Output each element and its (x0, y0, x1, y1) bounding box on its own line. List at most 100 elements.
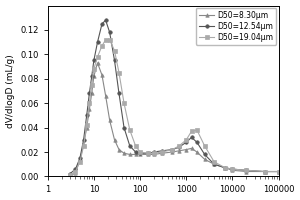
D50=19.04μm (134, 145, 137, 147)
D50=19.04μm (113, 50, 116, 52)
Line: D50=19.04μm: D50=19.04μm (68, 38, 281, 177)
D50=19.04μm (231, 168, 234, 170)
D50=12.54μm (74, 168, 77, 170)
D50=12.54μm (96, 41, 99, 43)
D50=12.54μm (138, 152, 142, 154)
D50=19.04μm (82, 145, 85, 147)
D50=19.04μm (190, 130, 193, 132)
D50=19.04μm (277, 170, 281, 173)
D50=12.54μm (68, 173, 71, 175)
D50=12.54μm (78, 157, 82, 159)
D50=12.54μm (277, 170, 281, 173)
D50=12.54μm (231, 168, 234, 170)
D50=19.04μm (203, 145, 206, 147)
D50=12.54μm (152, 151, 156, 153)
D50=12.54μm (104, 19, 107, 21)
D50=19.04μm (195, 129, 199, 131)
D50=12.54μm (108, 31, 112, 34)
D50=8.30μm (82, 143, 85, 146)
D50=19.04μm (152, 152, 156, 154)
D50=8.30μm (128, 153, 132, 156)
D50=19.04μm (160, 151, 164, 153)
D50=8.30μm (108, 119, 112, 121)
D50=8.30μm (68, 175, 71, 178)
D50=19.04μm (90, 84, 94, 86)
Y-axis label: dV/dlogD (mL/g): dV/dlogD (mL/g) (6, 54, 15, 128)
D50=8.30μm (195, 151, 199, 153)
D50=12.54μm (263, 170, 267, 173)
D50=19.04μm (146, 152, 150, 154)
D50=19.04μm (212, 161, 216, 163)
D50=19.04μm (78, 161, 82, 163)
D50=12.54μm (146, 152, 150, 154)
D50=12.54μm (128, 145, 132, 147)
D50=12.54μm (171, 148, 174, 151)
D50=19.04μm (74, 170, 77, 173)
D50=19.04μm (104, 39, 107, 41)
D50=12.54μm (184, 141, 188, 143)
D50=8.30μm (152, 153, 156, 156)
D50=12.54μm (90, 75, 94, 78)
D50=12.54μm (85, 114, 88, 117)
D50=12.54μm (113, 59, 116, 62)
D50=8.30μm (92, 75, 96, 78)
D50=19.04μm (171, 148, 174, 151)
D50=19.04μm (122, 102, 126, 104)
D50=19.04μm (117, 71, 121, 74)
D50=8.30μm (203, 158, 206, 161)
Legend: D50=8.30μm, D50=12.54μm, D50=19.04μm: D50=8.30μm, D50=12.54μm, D50=19.04μm (196, 8, 276, 45)
D50=12.54μm (122, 126, 126, 129)
D50=8.30μm (104, 95, 107, 97)
D50=8.30μm (184, 148, 188, 151)
D50=12.54μm (100, 23, 104, 25)
D50=12.54μm (177, 146, 181, 148)
D50=8.30μm (117, 148, 121, 151)
D50=19.04μm (138, 151, 142, 153)
D50=8.30μm (231, 169, 234, 172)
D50=12.54μm (134, 151, 137, 153)
D50=12.54μm (244, 169, 248, 172)
D50=19.04μm (263, 170, 267, 173)
D50=12.54μm (82, 139, 85, 141)
D50=8.30μm (190, 147, 193, 150)
D50=19.04μm (96, 56, 99, 58)
D50=19.04μm (108, 39, 112, 41)
D50=12.54μm (117, 92, 121, 95)
D50=19.04μm (88, 102, 91, 104)
D50=19.04μm (177, 145, 181, 147)
D50=8.30μm (277, 170, 281, 173)
Line: D50=12.54μm: D50=12.54μm (68, 18, 281, 176)
D50=12.54μm (92, 59, 96, 62)
D50=8.30μm (134, 153, 137, 156)
D50=12.54μm (88, 92, 91, 95)
D50=12.54μm (190, 136, 193, 139)
Line: D50=8.30μm: D50=8.30μm (68, 61, 281, 178)
D50=8.30μm (160, 152, 164, 154)
D50=8.30μm (100, 74, 104, 76)
D50=8.30μm (74, 172, 77, 174)
D50=19.04μm (85, 124, 88, 126)
D50=8.30μm (263, 170, 267, 173)
D50=8.30μm (78, 158, 82, 161)
D50=8.30μm (146, 153, 150, 156)
D50=12.54μm (160, 150, 164, 152)
D50=19.04μm (184, 139, 188, 141)
D50=12.54μm (212, 163, 216, 165)
D50=8.30μm (96, 62, 99, 64)
D50=19.04μm (224, 167, 227, 169)
D50=19.04μm (68, 174, 71, 176)
D50=8.30μm (90, 92, 94, 95)
D50=8.30μm (244, 170, 248, 173)
D50=8.30μm (171, 151, 174, 153)
D50=19.04μm (128, 129, 132, 131)
D50=8.30μm (113, 139, 116, 141)
D50=8.30μm (138, 153, 142, 156)
D50=8.30μm (122, 152, 126, 154)
D50=8.30μm (88, 108, 91, 110)
D50=19.04μm (100, 45, 104, 47)
D50=8.30μm (224, 167, 227, 169)
D50=19.04μm (92, 68, 96, 70)
D50=12.54μm (195, 141, 199, 143)
D50=12.54μm (224, 167, 227, 169)
D50=8.30μm (85, 126, 88, 129)
